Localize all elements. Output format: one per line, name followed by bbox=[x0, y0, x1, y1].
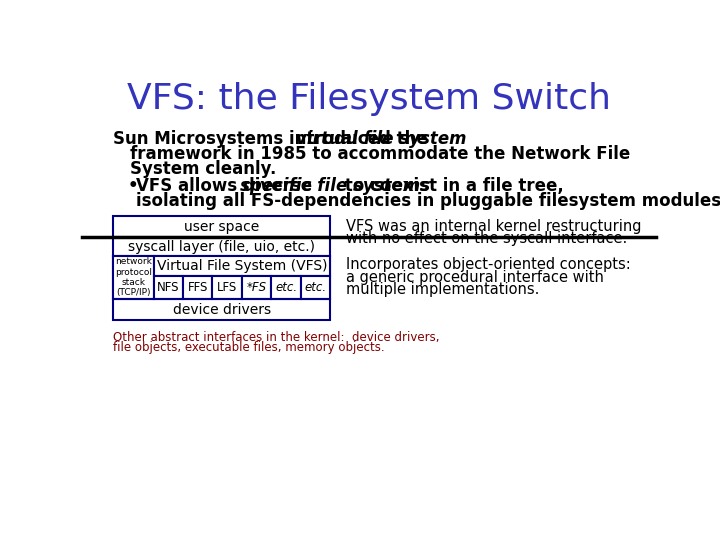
Text: LFS: LFS bbox=[217, 281, 238, 294]
Bar bbox=[153, 256, 330, 276]
Text: multiple implementations.: multiple implementations. bbox=[346, 282, 539, 297]
Text: VFS: the Filesystem Switch: VFS: the Filesystem Switch bbox=[127, 82, 611, 116]
Text: with no effect on the syscall interface.: with no effect on the syscall interface. bbox=[346, 231, 627, 246]
Text: user space: user space bbox=[184, 219, 259, 233]
Text: etc.: etc. bbox=[305, 281, 327, 294]
Text: a generic procedural interface with: a generic procedural interface with bbox=[346, 269, 603, 285]
Text: specific file systems: specific file systems bbox=[240, 177, 430, 195]
Bar bbox=[183, 276, 212, 299]
Bar bbox=[271, 276, 301, 299]
Text: network
protocol
stack
(TCP/IP): network protocol stack (TCP/IP) bbox=[115, 257, 152, 298]
Text: device drivers: device drivers bbox=[173, 302, 271, 316]
Bar bbox=[301, 276, 330, 299]
Text: Other abstract interfaces in the kernel:  device drivers,: Other abstract interfaces in the kernel:… bbox=[113, 331, 440, 344]
Text: *FS: *FS bbox=[246, 281, 266, 294]
Text: to coexist in a file tree,: to coexist in a file tree, bbox=[339, 177, 564, 195]
Text: VFS was an internal kernel restructuring: VFS was an internal kernel restructuring bbox=[346, 219, 642, 234]
Text: file objects, executable files, memory objects.: file objects, executable files, memory o… bbox=[113, 341, 385, 354]
Text: Sun Microsystems introduced the: Sun Microsystems introduced the bbox=[113, 130, 433, 148]
Bar bbox=[113, 215, 330, 320]
Text: syscall layer (file, uio, etc.): syscall layer (file, uio, etc.) bbox=[128, 240, 315, 253]
Text: virtual file system: virtual file system bbox=[296, 130, 467, 148]
Text: •: • bbox=[127, 177, 138, 195]
Bar bbox=[212, 276, 242, 299]
Bar bbox=[113, 256, 153, 299]
Text: Incorporates object-oriented concepts:: Incorporates object-oriented concepts: bbox=[346, 257, 631, 272]
Text: NFS: NFS bbox=[157, 281, 179, 294]
Text: Virtual File System (VFS): Virtual File System (VFS) bbox=[157, 259, 327, 273]
Text: framework in 1985 to accommodate the Network File: framework in 1985 to accommodate the Net… bbox=[130, 145, 631, 163]
Text: etc.: etc. bbox=[275, 281, 297, 294]
Bar bbox=[153, 276, 183, 299]
Text: FFS: FFS bbox=[187, 281, 208, 294]
Text: isolating all FS-dependencies in pluggable filesystem modules.: isolating all FS-dependencies in pluggab… bbox=[137, 192, 720, 210]
Text: System cleanly.: System cleanly. bbox=[130, 159, 276, 178]
Text: VFS allows diverse: VFS allows diverse bbox=[137, 177, 318, 195]
Bar bbox=[242, 276, 271, 299]
